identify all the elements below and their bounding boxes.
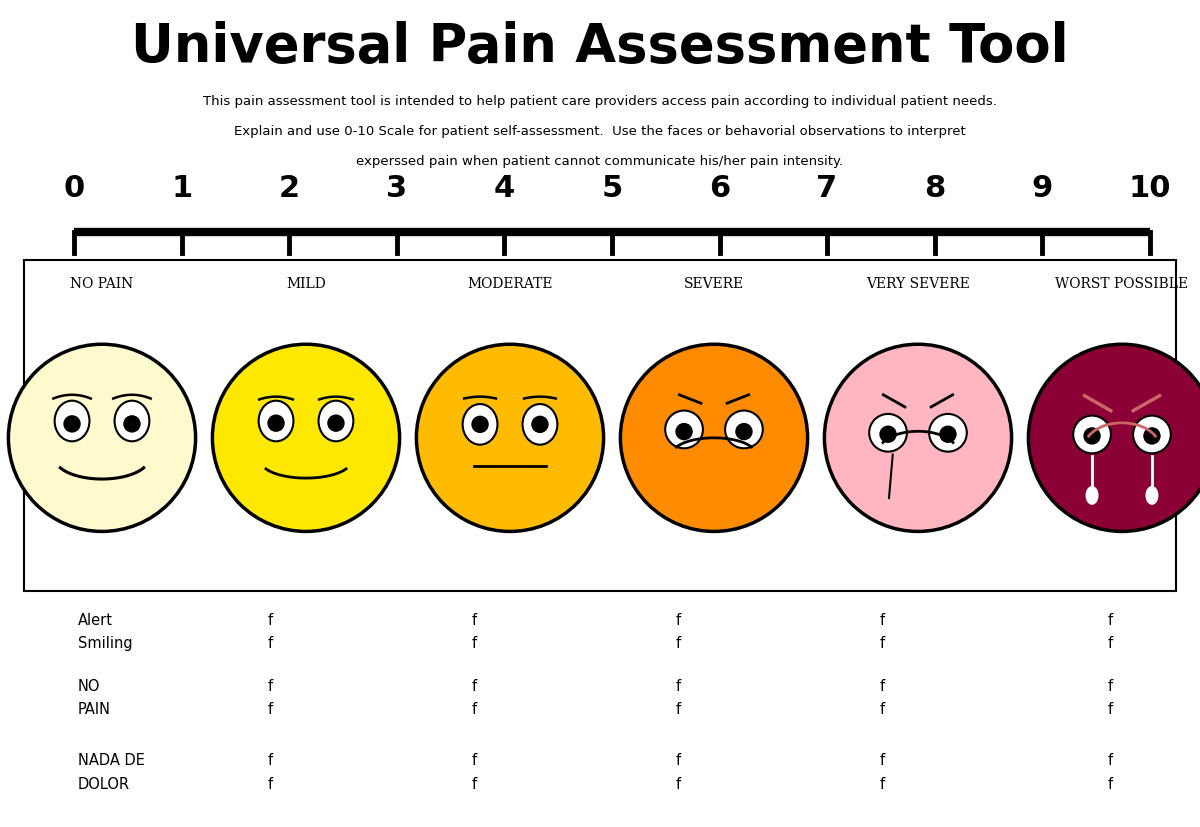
Ellipse shape xyxy=(1146,487,1158,504)
Ellipse shape xyxy=(416,345,604,532)
Ellipse shape xyxy=(1084,428,1100,445)
Text: DOLOR: DOLOR xyxy=(78,776,130,791)
Ellipse shape xyxy=(212,345,400,532)
Ellipse shape xyxy=(532,416,548,433)
Text: f: f xyxy=(268,678,272,693)
Text: f: f xyxy=(472,612,476,627)
Text: This pain assessment tool is intended to help patient care providers access pain: This pain assessment tool is intended to… xyxy=(203,95,997,108)
Ellipse shape xyxy=(940,426,956,443)
Ellipse shape xyxy=(1073,416,1111,454)
Text: Alert: Alert xyxy=(78,612,113,627)
Text: NADA DE: NADA DE xyxy=(78,753,145,767)
Text: f: f xyxy=(880,678,884,693)
Ellipse shape xyxy=(929,414,967,452)
FancyBboxPatch shape xyxy=(24,261,1176,591)
Text: PAIN: PAIN xyxy=(78,701,112,716)
Ellipse shape xyxy=(8,345,196,532)
Text: f: f xyxy=(472,701,476,716)
Ellipse shape xyxy=(1133,416,1171,454)
Ellipse shape xyxy=(55,401,90,442)
Text: f: f xyxy=(472,753,476,767)
Text: experssed pain when patient cannot communicate his/her pain intensity.: experssed pain when patient cannot commu… xyxy=(356,155,844,168)
Ellipse shape xyxy=(736,423,752,441)
Ellipse shape xyxy=(472,416,488,433)
Ellipse shape xyxy=(463,404,498,445)
Ellipse shape xyxy=(1144,428,1160,445)
Text: NO PAIN: NO PAIN xyxy=(71,277,133,291)
Text: f: f xyxy=(268,776,272,791)
Text: f: f xyxy=(268,753,272,767)
Ellipse shape xyxy=(676,423,692,441)
Text: MODERATE: MODERATE xyxy=(467,277,553,291)
Text: f: f xyxy=(1108,776,1112,791)
Text: 3: 3 xyxy=(386,174,408,203)
Text: VERY SEVERE: VERY SEVERE xyxy=(866,277,970,291)
Ellipse shape xyxy=(665,411,703,449)
Text: 4: 4 xyxy=(494,174,515,203)
Text: 2: 2 xyxy=(278,174,300,203)
Ellipse shape xyxy=(1028,345,1200,532)
Text: f: f xyxy=(880,635,884,650)
Text: f: f xyxy=(676,776,680,791)
Text: f: f xyxy=(1108,635,1112,650)
Text: f: f xyxy=(472,678,476,693)
Text: 10: 10 xyxy=(1128,174,1171,203)
Text: 6: 6 xyxy=(709,174,730,203)
Text: f: f xyxy=(676,612,680,627)
Text: f: f xyxy=(676,678,680,693)
Text: MILD: MILD xyxy=(286,277,326,291)
Text: 0: 0 xyxy=(64,174,85,203)
Text: SEVERE: SEVERE xyxy=(684,277,744,291)
Text: 8: 8 xyxy=(924,174,946,203)
Text: WORST POSSIBLE: WORST POSSIBLE xyxy=(1056,277,1188,291)
Text: f: f xyxy=(676,635,680,650)
Text: f: f xyxy=(472,776,476,791)
Text: f: f xyxy=(1108,753,1112,767)
Ellipse shape xyxy=(64,416,80,433)
Text: f: f xyxy=(1108,612,1112,627)
Text: f: f xyxy=(676,753,680,767)
Ellipse shape xyxy=(259,401,294,442)
Text: f: f xyxy=(268,701,272,716)
Text: Universal Pain Assessment Tool: Universal Pain Assessment Tool xyxy=(131,21,1069,73)
Text: f: f xyxy=(472,635,476,650)
Text: f: f xyxy=(268,635,272,650)
Ellipse shape xyxy=(620,345,808,532)
Ellipse shape xyxy=(328,415,344,433)
Ellipse shape xyxy=(268,415,284,433)
Text: Explain and use 0-10 Scale for patient self-assessment.  Use the faces or behavo: Explain and use 0-10 Scale for patient s… xyxy=(234,125,966,138)
Ellipse shape xyxy=(124,416,140,433)
Ellipse shape xyxy=(725,411,763,449)
Ellipse shape xyxy=(114,401,149,442)
Text: 7: 7 xyxy=(816,174,838,203)
Text: f: f xyxy=(880,753,884,767)
Text: f: f xyxy=(268,612,272,627)
Ellipse shape xyxy=(869,414,907,452)
Text: f: f xyxy=(880,701,884,716)
Text: 5: 5 xyxy=(601,174,623,203)
Text: f: f xyxy=(1108,678,1112,693)
Ellipse shape xyxy=(318,401,353,442)
Text: NO: NO xyxy=(78,678,101,693)
Ellipse shape xyxy=(880,426,896,443)
Ellipse shape xyxy=(824,345,1012,532)
Text: 1: 1 xyxy=(172,174,192,203)
Text: f: f xyxy=(880,776,884,791)
Text: f: f xyxy=(676,701,680,716)
Text: Smiling: Smiling xyxy=(78,635,133,650)
Ellipse shape xyxy=(1086,487,1098,504)
Ellipse shape xyxy=(522,404,557,445)
Text: f: f xyxy=(1108,701,1112,716)
Text: f: f xyxy=(880,612,884,627)
Text: 9: 9 xyxy=(1031,174,1052,203)
